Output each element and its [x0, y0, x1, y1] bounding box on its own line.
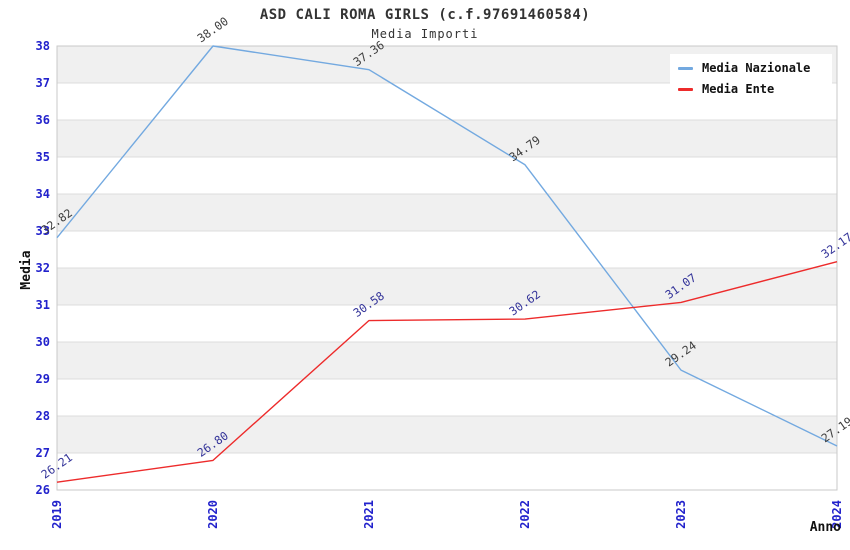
- data-label-media-nazionale: 38.00: [195, 14, 231, 45]
- y-tick-label: 27: [36, 446, 50, 460]
- plot-border: [56, 45, 838, 491]
- plot-band: [57, 194, 837, 231]
- chart-subtitle: Media Importi: [371, 27, 479, 41]
- plot-band: [57, 157, 837, 194]
- x-tick-label: 2020: [206, 500, 220, 529]
- y-tick-label: 38: [36, 39, 50, 53]
- y-tick-label: 29: [36, 372, 50, 386]
- plot-band: [57, 453, 837, 490]
- plot-band: [57, 231, 837, 268]
- series-line-media-nazionale[interactable]: [56, 45, 838, 447]
- x-tick-label: 2024: [830, 500, 844, 529]
- x-tick-label: 2022: [518, 500, 532, 529]
- legend-line-icon-ente: [678, 87, 693, 91]
- x-tick-label: 2019: [50, 500, 64, 529]
- x-tick-label: 2023: [674, 500, 688, 529]
- y-tick-label: 30: [36, 335, 50, 349]
- legend-item-media-nazionale[interactable]: Media Nazionale: [678, 61, 824, 75]
- series-line-media-ente[interactable]: [56, 261, 838, 483]
- legend: Media Nazionale Media Ente: [670, 54, 832, 103]
- legend-label-media-ente: Media Ente: [702, 82, 775, 96]
- plot-band: [57, 379, 837, 416]
- y-tick-label: 35: [36, 150, 50, 164]
- chart-title: ASD CALI ROMA GIRLS (c.f.97691460584): [259, 7, 591, 23]
- legend-label-media-nazionale: Media Nazionale: [702, 61, 811, 75]
- x-axis-title: Anno: [810, 520, 841, 535]
- plot-band: [57, 268, 837, 305]
- y-tick-label: 31: [36, 298, 50, 312]
- plot-band: [57, 120, 837, 157]
- y-tick-label: 37: [36, 76, 50, 90]
- y-tick-label: 28: [36, 409, 50, 423]
- plot-band: [57, 305, 837, 342]
- plot-band: [57, 416, 837, 453]
- y-tick-label: 36: [36, 113, 50, 127]
- y-tick-label: 33: [36, 224, 50, 238]
- y-tick-label: 26: [36, 483, 50, 497]
- plot-band: [57, 342, 837, 379]
- legend-item-media-ente[interactable]: Media Ente: [678, 82, 824, 96]
- y-tick-label: 32: [36, 261, 50, 275]
- legend-line-icon-nazionale: [678, 66, 693, 70]
- y-tick-label: 34: [36, 187, 50, 201]
- y-axis-title: Media: [19, 250, 34, 289]
- x-tick-label: 2021: [362, 500, 376, 529]
